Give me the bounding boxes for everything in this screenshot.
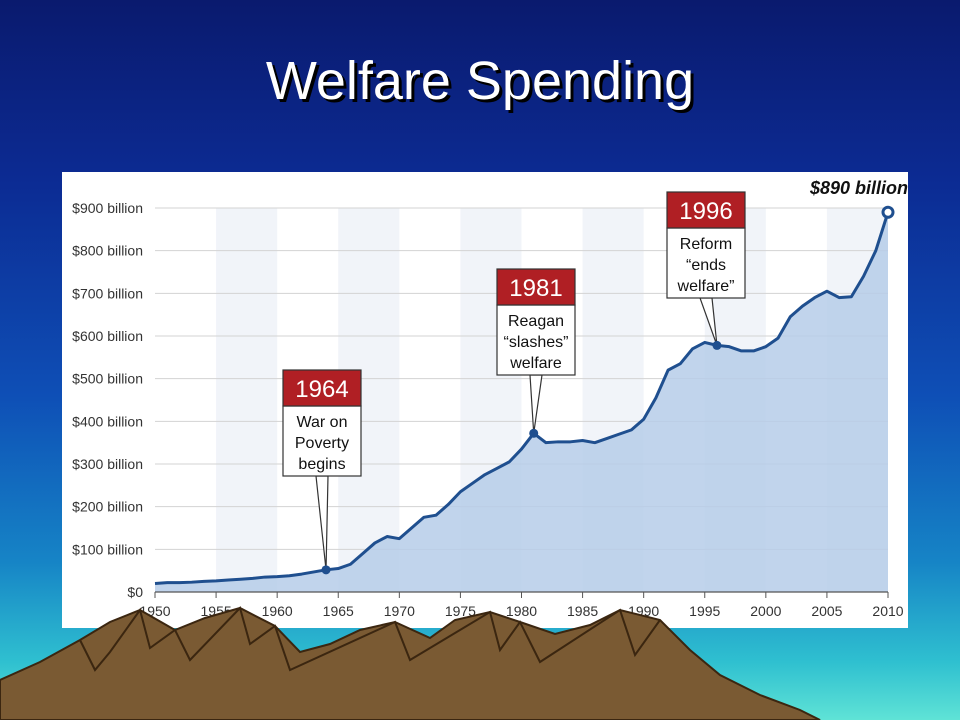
mountain-ridge-detail: [79, 606, 661, 672]
mountain-range-decoration: [0, 606, 821, 720]
y-tick-label: $0: [127, 584, 143, 600]
callout-header: [282, 369, 362, 407]
end-point-marker: [881, 205, 895, 219]
y-tick-label: $200 billion: [72, 499, 143, 515]
x-tick-label: 1975: [445, 603, 476, 619]
series-line: [154, 211, 890, 585]
callout-body: [282, 405, 362, 477]
x-tick-label: 1980: [506, 603, 537, 619]
callout-header: [666, 191, 746, 229]
end-value-label: $890 billion: [809, 178, 908, 198]
x-tick-label: 1970: [384, 603, 415, 619]
y-tick-label: $500 billion: [72, 371, 143, 387]
y-tick-label: $900 billion: [72, 200, 143, 216]
y-tick-label: $700 billion: [72, 285, 143, 301]
chart-panel: $0 $100 billion $200 billion $300 billion $4…: [62, 172, 908, 628]
y-tick-label: $600 billion: [72, 328, 143, 344]
y-tick-label: $100 billion: [72, 541, 143, 557]
callout-pointer: [315, 475, 329, 570]
y-tick-label: $800 billion: [72, 243, 143, 259]
callout-point: [321, 565, 331, 575]
x-tick-label: 2005: [811, 603, 842, 619]
y-tick-label: $400 billion: [72, 413, 143, 429]
callout-point: [529, 428, 539, 438]
x-tick-label: 2010: [872, 603, 903, 619]
callout-year: 1981: [509, 275, 562, 302]
x-tick-label: 1995: [689, 603, 720, 619]
callout-point: [712, 340, 722, 350]
callout-text-line: “ends: [686, 257, 726, 274]
x-tick-label: 1985: [567, 603, 598, 619]
callout-text-line: Reagan: [508, 313, 564, 330]
x-tick-label: 1960: [262, 603, 293, 619]
series-area: [155, 212, 888, 592]
chart-band: [216, 208, 278, 592]
welfare-spending-chart: $0 $100 billion $200 billion $300 billion $4…: [72, 178, 908, 619]
x-tick-label: 2000: [750, 603, 781, 619]
callout-year: 1996: [679, 198, 732, 225]
mountain-range-shape: [0, 606, 821, 720]
y-tick-label: $300 billion: [72, 456, 143, 472]
callout-text-line: welfare”: [677, 278, 735, 295]
callout-text-line: begins: [298, 456, 345, 473]
callout-body: [496, 304, 576, 376]
callout-text-line: Poverty: [295, 435, 349, 452]
callout-year: 1964: [295, 376, 348, 403]
callout-text-line: War on: [297, 414, 348, 431]
callout-text-line: welfare: [509, 355, 562, 372]
callout-text-line: “slashes”: [504, 334, 569, 351]
x-tick-label: 1965: [323, 603, 354, 619]
callout-body: [666, 227, 746, 299]
callout-pointer: [529, 374, 543, 434]
callout-text-line: Reform: [680, 236, 732, 253]
callout-header: [496, 268, 576, 306]
slide-title: Welfare Spending: [265, 51, 695, 111]
